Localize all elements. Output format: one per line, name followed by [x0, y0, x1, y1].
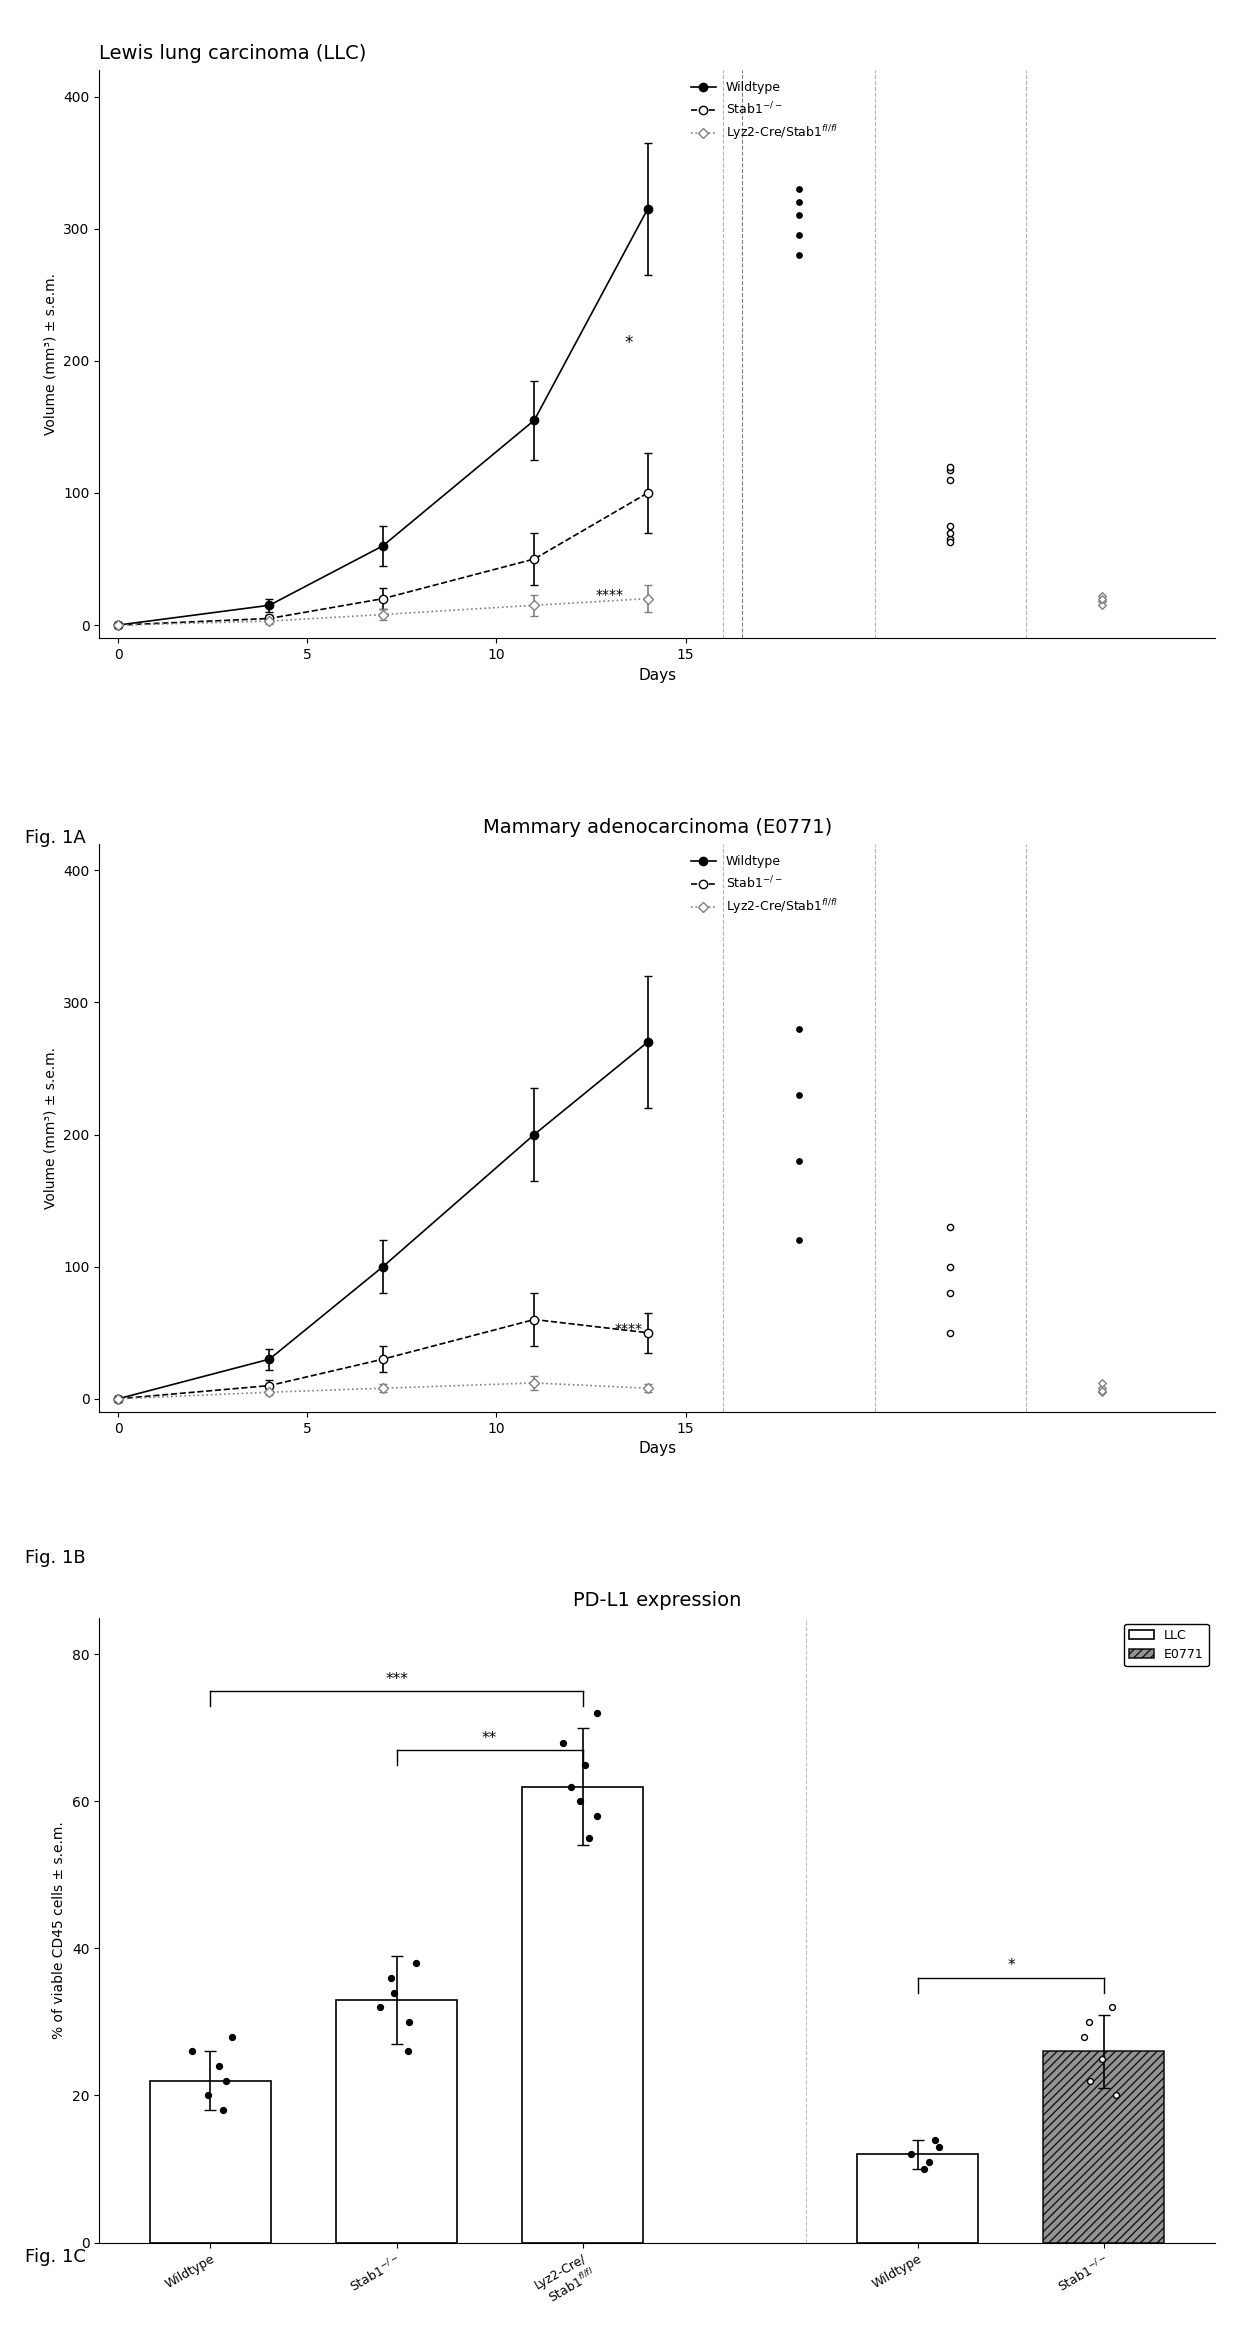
Point: [1106, 2077, 1126, 2114]
Title: Mammary adenocarcinoma (E0771): Mammary adenocarcinoma (E0771): [482, 818, 832, 836]
Point: [940, 514, 960, 551]
Point: [570, 1782, 590, 1820]
Text: ****: ****: [596, 589, 624, 603]
Point: [1091, 1369, 1111, 1406]
X-axis label: Days: Days: [639, 668, 676, 682]
Point: [940, 460, 960, 498]
Legend: Wildtype, Stab1$^{-/-}$, Lyz2-Cre/Stab1$^{fl/fl}$: Wildtype, Stab1$^{-/-}$, Lyz2-Cre/Stab1$…: [686, 850, 842, 920]
Text: ****: ****: [615, 1322, 642, 1336]
Point: [940, 1275, 960, 1313]
Point: [213, 2091, 233, 2128]
Point: [789, 1142, 808, 1180]
Point: [370, 1988, 389, 2025]
Point: [940, 451, 960, 488]
Point: [1079, 2004, 1099, 2042]
Bar: [1044, 2051, 1164, 2243]
Point: [381, 1960, 401, 1997]
Text: Lewis lung carcinoma (LLC): Lewis lung carcinoma (LLC): [99, 44, 367, 63]
Point: [789, 1077, 808, 1114]
Point: [940, 521, 960, 558]
Point: [929, 2128, 949, 2165]
Point: [940, 523, 960, 561]
Bar: [336, 2000, 458, 2243]
Point: [1080, 2063, 1100, 2100]
Point: [399, 2004, 419, 2042]
Point: [789, 217, 808, 255]
Legend: Wildtype, Stab1$^{-/-}$, Lyz2-Cre/Stab1$^{fl/fl}$: Wildtype, Stab1$^{-/-}$, Lyz2-Cre/Stab1$…: [686, 77, 842, 147]
Point: [560, 1768, 580, 1806]
Point: [789, 1009, 808, 1047]
Point: [1092, 2039, 1112, 2077]
Point: [575, 1745, 595, 1782]
Point: [553, 1724, 573, 1761]
Point: [789, 185, 808, 222]
Bar: [522, 1787, 644, 2243]
Point: [789, 196, 808, 234]
Point: [1091, 579, 1111, 617]
Point: [1102, 1988, 1122, 2025]
Point: [588, 1694, 608, 1731]
Y-axis label: % of viable CD45 cells ± s.e.m.: % of viable CD45 cells ± s.e.m.: [52, 1822, 66, 2039]
Point: [588, 1796, 608, 1834]
Text: ***: ***: [386, 1673, 408, 1687]
Point: [1091, 577, 1111, 614]
Point: [210, 2046, 229, 2084]
Point: [914, 2151, 934, 2189]
Y-axis label: Volume (mm³) ± s.e.m.: Volume (mm³) ± s.e.m.: [43, 1047, 57, 1210]
X-axis label: Days: Days: [639, 1441, 676, 1455]
Point: [789, 236, 808, 273]
Bar: [857, 2154, 978, 2243]
Point: [940, 1208, 960, 1245]
Point: [925, 2121, 945, 2158]
Point: [182, 2032, 202, 2070]
Point: [1091, 1374, 1111, 1411]
Text: *: *: [625, 334, 632, 353]
Point: [222, 2018, 242, 2056]
Point: [940, 507, 960, 544]
Point: [197, 2077, 217, 2114]
Point: [789, 171, 808, 208]
Text: Fig. 1A: Fig. 1A: [25, 829, 86, 848]
Point: [1091, 1364, 1111, 1402]
Point: [398, 2032, 418, 2070]
Text: *: *: [1007, 1958, 1014, 1974]
Point: [1074, 2018, 1094, 2056]
Title: PD-L1 expression: PD-L1 expression: [573, 1591, 742, 1610]
Point: [217, 2063, 237, 2100]
Point: [1091, 586, 1111, 624]
Point: [789, 1222, 808, 1259]
Point: [579, 1820, 599, 1857]
Y-axis label: Volume (mm³) ± s.e.m.: Volume (mm³) ± s.e.m.: [43, 273, 57, 434]
Point: [1091, 1371, 1111, 1409]
Text: **: **: [482, 1731, 497, 1745]
Point: [919, 2142, 939, 2179]
Point: [384, 1974, 404, 2011]
Point: [940, 1315, 960, 1353]
Point: [940, 449, 960, 486]
Point: [901, 2135, 921, 2172]
Point: [940, 1247, 960, 1285]
Point: [1091, 582, 1111, 619]
Bar: [150, 2081, 270, 2243]
Text: Fig. 1B: Fig. 1B: [25, 1549, 86, 1567]
Text: Fig. 1C: Fig. 1C: [25, 2247, 86, 2266]
Point: [405, 1944, 425, 1981]
Legend: LLC, E0771: LLC, E0771: [1125, 1624, 1209, 1666]
